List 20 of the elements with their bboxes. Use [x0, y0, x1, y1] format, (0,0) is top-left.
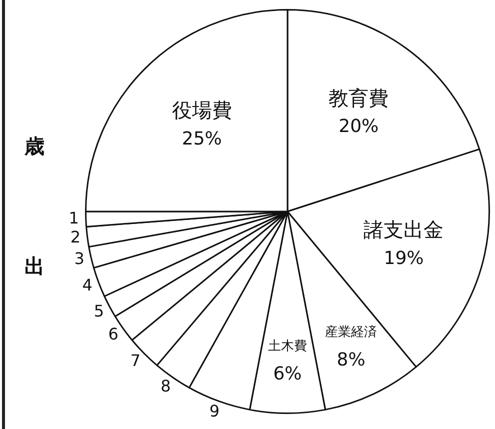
- slice-label: 7: [130, 350, 141, 370]
- slice-label: 8: [160, 376, 171, 396]
- slice-label: 5: [94, 301, 104, 320]
- data-label: 20%: [338, 116, 379, 138]
- data-label: 6%: [273, 363, 302, 384]
- slice-label: 産業経済: [325, 324, 378, 340]
- data-label: 25%: [182, 128, 222, 150]
- slice-label: 諸支出金: [364, 217, 444, 242]
- slice-label: 9: [209, 402, 220, 421]
- slice-label: 教育費: [328, 86, 389, 110]
- data-label: 19%: [384, 248, 424, 269]
- slice-label: 6: [108, 324, 118, 344]
- data-label: 8%: [336, 349, 366, 370]
- slice-label: 3: [74, 249, 84, 268]
- slice-label: 2: [70, 227, 81, 246]
- slice-label: 1: [68, 208, 79, 228]
- slice-label: 4: [82, 276, 92, 295]
- slice-label: 土木費: [268, 339, 307, 354]
- text: 歳出: [22, 120, 48, 360]
- slice-label: 役場費: [172, 98, 232, 122]
